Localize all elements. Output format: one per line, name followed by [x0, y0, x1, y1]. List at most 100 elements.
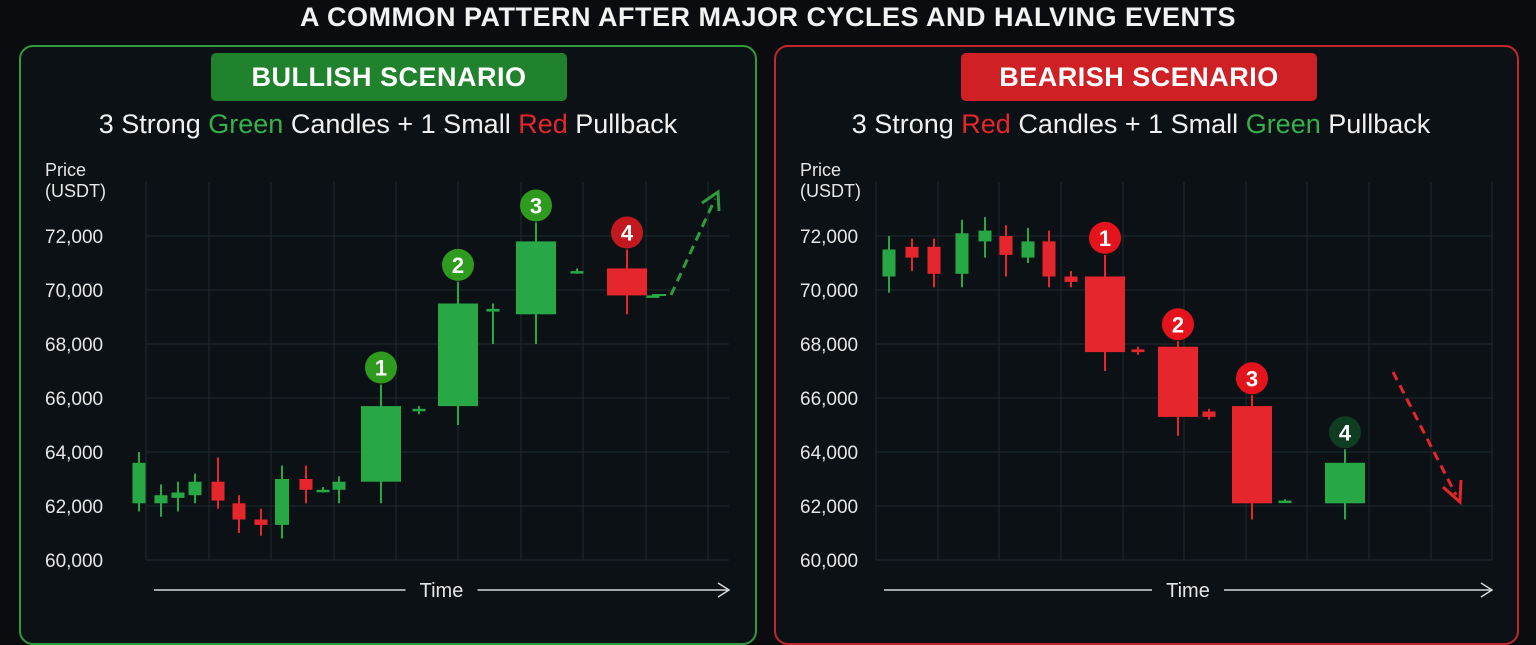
- candle-marker-circle: [1329, 416, 1361, 449]
- candle: [978, 217, 992, 258]
- bearish-subtitle-part-1: 3 Strong: [851, 109, 962, 139]
- candle: [1325, 449, 1365, 520]
- candle-body: [486, 308, 500, 312]
- candle-body: [978, 230, 992, 242]
- candle: [299, 465, 313, 504]
- candle-marker-number: 3: [1246, 366, 1258, 391]
- candle-body: [154, 495, 168, 504]
- candle: [438, 281, 478, 425]
- y-tick-label: 62,000: [800, 497, 858, 518]
- x-axis-arrowhead: [717, 582, 731, 598]
- candle: [607, 249, 647, 315]
- candle: [211, 457, 225, 509]
- candle: [882, 236, 896, 293]
- candle-body: [211, 481, 225, 501]
- candle-body: [1085, 276, 1125, 353]
- candle-body: [412, 408, 426, 412]
- candle-marker-circle: [520, 189, 552, 222]
- bearish-subtitle-green-word: Green: [1245, 109, 1321, 139]
- y-axis-label: Price (USDT): [45, 160, 106, 201]
- candle: [1202, 408, 1216, 420]
- candle-body: [171, 492, 185, 498]
- candle-marker-circle: [1236, 362, 1268, 395]
- candle: [132, 452, 146, 512]
- y-axis-label: Price (USDT): [800, 160, 861, 201]
- y-tick-label: 60,000: [45, 551, 103, 572]
- candle-marker-number: 1: [375, 356, 387, 381]
- bearish-badge: BEARISH SCENARIO: [961, 53, 1317, 101]
- bullish-subtitle-red-word: Red: [518, 109, 568, 139]
- candle-body: [361, 406, 401, 482]
- candle-body: [1021, 241, 1035, 258]
- candle: [1085, 254, 1125, 371]
- candle-marker-number: 3: [530, 194, 542, 219]
- candle-body: [438, 303, 478, 407]
- candle-marker-number: 2: [1172, 312, 1184, 337]
- bullish-badge: BULLISH SCENARIO: [211, 53, 567, 101]
- candle: [927, 238, 941, 288]
- candle: [254, 508, 268, 536]
- candle-body: [955, 233, 969, 274]
- candle-body: [1131, 349, 1145, 353]
- candle: [412, 406, 426, 415]
- candle: [1158, 341, 1198, 436]
- candle-marker-circle: [1162, 308, 1194, 341]
- candle: [1064, 271, 1078, 288]
- main-title: A COMMON PATTERN AFTER MAJOR CYCLES AND …: [299, 2, 1236, 32]
- candle-marker-circle: [1089, 221, 1121, 254]
- trend-arrow-down-head: [1442, 479, 1463, 506]
- candle-marker-circle: [365, 351, 397, 384]
- bearish-subtitle-red-word: Red: [961, 109, 1011, 139]
- y-tick-label: 66,000: [800, 389, 858, 410]
- y-tick-label: 72,000: [45, 227, 103, 248]
- candle: [275, 465, 289, 539]
- y-axis-label-line: (USDT): [800, 181, 861, 201]
- candle-body: [1042, 241, 1056, 277]
- bullish-panel: BULLISH SCENARIO 3 Strong Green Candles …: [19, 45, 757, 645]
- candle-body: [254, 519, 268, 525]
- candle: [232, 495, 246, 533]
- y-tick-label: 64,000: [800, 443, 858, 464]
- candle: [171, 481, 185, 512]
- candle: [1131, 346, 1145, 355]
- y-tick-label: 60,000: [800, 551, 858, 572]
- candle-body: [1232, 406, 1272, 504]
- candle: [188, 473, 202, 504]
- candle: [905, 238, 919, 272]
- bearish-subtitle: 3 Strong Red Candles + 1 Small Green Pul…: [776, 109, 1506, 140]
- candle-body: [1325, 462, 1365, 504]
- candle-marker-number: 4: [621, 221, 634, 246]
- bearish-subtitle-part-3: Pullback: [1320, 109, 1431, 139]
- candle-body: [1278, 500, 1292, 504]
- x-axis-label: Time: [420, 580, 464, 602]
- candle: [154, 484, 168, 517]
- bullish-candlestick-chart: Price (USDT) 60,000 62,000 64,000 66,000 68,00…: [45, 160, 731, 602]
- y-tick-label: 70,000: [45, 281, 103, 302]
- candle: [1232, 395, 1272, 520]
- candle-body: [1158, 346, 1198, 417]
- candle-body: [1064, 276, 1078, 282]
- y-axis-label-line: Price: [45, 160, 86, 180]
- candle-body: [188, 481, 202, 496]
- trend-arrow-down: [1391, 371, 1458, 496]
- bullish-subtitle-part-1: 3 Strong: [98, 109, 209, 139]
- trend-arrow-up: [669, 198, 717, 296]
- y-axis-label-line: (USDT): [45, 181, 106, 201]
- candle-body: [607, 268, 647, 296]
- candle-body: [299, 479, 313, 490]
- y-tick-label: 68,000: [45, 335, 103, 356]
- candle-marker-number: 4: [1339, 420, 1352, 445]
- candle-body: [882, 249, 896, 277]
- candle-body: [232, 503, 246, 520]
- x-axis-arrowhead: [1480, 582, 1494, 598]
- candle-body: [332, 481, 346, 490]
- candle-body: [516, 241, 556, 315]
- y-tick-label: 72,000: [800, 227, 858, 248]
- candle-marker-number: 1: [1099, 226, 1111, 251]
- candle-body: [570, 271, 584, 274]
- y-tick-label: 68,000: [800, 335, 858, 356]
- x-axis-label: Time: [1166, 580, 1210, 602]
- candle: [316, 487, 330, 493]
- candle-body: [132, 462, 146, 504]
- y-tick-label: 62,000: [45, 497, 103, 518]
